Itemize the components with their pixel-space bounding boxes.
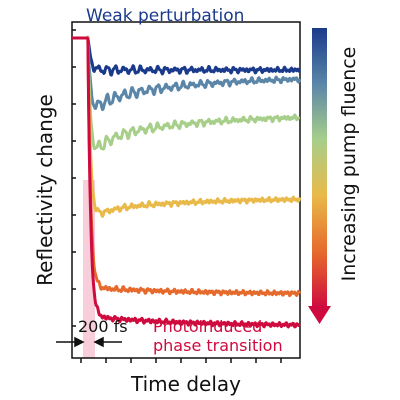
x-axis-label: Time delay — [130, 372, 241, 396]
series-line-3 — [71, 35, 301, 151]
fluence-arrowhead — [308, 306, 331, 324]
annotation-weak-perturbation: Weak perturbation — [86, 6, 244, 26]
annotation-phase-transition-line1: Photoinduced — [153, 317, 262, 336]
pulse-width-arrows — [56, 336, 122, 348]
fluence-colorbar — [312, 28, 327, 308]
series-line-2 — [71, 35, 302, 112]
series-line-1 — [71, 36, 302, 77]
series-line-6 — [71, 36, 301, 329]
y-ticks — [72, 29, 76, 327]
x-ticks — [80, 358, 282, 363]
series-line-5 — [71, 36, 302, 298]
series-group — [71, 35, 302, 329]
plot-frame — [71, 21, 301, 359]
annotation-pulse-width: 200 fs — [78, 317, 128, 336]
annotation-phase-transition-line2: phase transition — [153, 336, 283, 355]
series-line-4 — [71, 36, 302, 218]
y-axis-label: Reflectivity change — [33, 94, 57, 286]
colorbar-label: Increasing pump fluence — [338, 47, 360, 282]
